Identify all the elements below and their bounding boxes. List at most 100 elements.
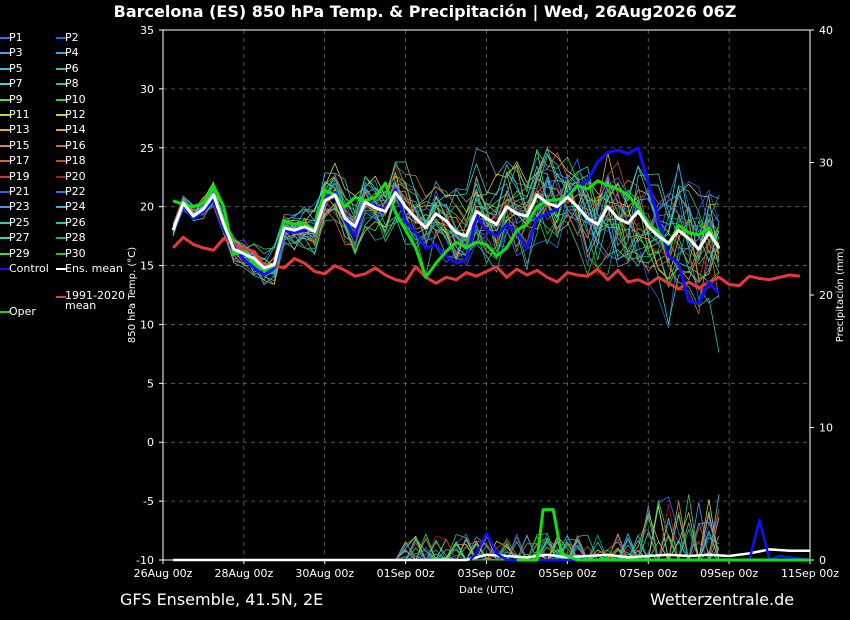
model-info-text: GFS Ensemble, 41.5N, 2E <box>120 590 324 609</box>
x-tick-label: 05Sep 00z <box>538 567 596 580</box>
ensemble-mean-series <box>171 191 721 270</box>
x-axis-label: Date (UTC) <box>459 585 514 596</box>
y-tick-label: -5 <box>143 495 154 508</box>
legend-label: 1991-2020 mean <box>65 288 125 312</box>
y-tick-label: 20 <box>140 201 154 214</box>
legend-label: P3 <box>9 46 23 60</box>
legend-label: P12 <box>65 108 86 121</box>
legend-swatch <box>0 191 10 193</box>
legend-swatch <box>56 191 66 193</box>
legend-label: P6 <box>65 61 79 75</box>
legend-label: P21 <box>9 185 30 198</box>
member-precip-p13 <box>173 512 720 561</box>
member-precip-p7 <box>173 511 720 561</box>
x-tick-label: 09Sep 00z <box>700 567 758 580</box>
legend-label: P20 <box>65 169 86 183</box>
oper-series <box>172 179 721 279</box>
legend-swatch <box>0 268 10 270</box>
legend-label: P19 <box>9 169 30 183</box>
x-tick-label: 01Sep 00z <box>377 567 435 580</box>
legend-swatch <box>56 221 66 224</box>
legend-swatch <box>0 311 10 314</box>
legend-label: P4 <box>65 46 79 60</box>
y-tick-label: 10 <box>140 318 154 331</box>
precip-oper-series <box>516 508 810 562</box>
legend-swatch <box>56 206 66 209</box>
y-tick-label: -10 <box>136 554 154 567</box>
legend-label: P13 <box>9 123 30 137</box>
member-series-p8 <box>172 181 720 264</box>
legend-swatch <box>0 175 10 178</box>
legend-swatch <box>0 160 10 163</box>
legend-swatch <box>56 114 66 116</box>
legend-swatch <box>56 83 66 86</box>
y2-tick-label: 0 <box>819 554 826 567</box>
legend-label: P22 <box>65 185 86 198</box>
y2-tick-label: 10 <box>819 422 833 435</box>
x-tick-label: 30Aug 00z <box>295 567 354 580</box>
y2-tick-label: 30 <box>819 157 833 170</box>
legend-swatch <box>0 67 10 70</box>
member-series-p27 <box>172 152 720 325</box>
legend-label: P5 <box>9 61 23 75</box>
legend-label: P9 <box>9 92 23 106</box>
x-tick-label: 28Aug 00z <box>215 567 274 580</box>
y-tick-label: 0 <box>147 436 154 449</box>
legend-swatch <box>56 268 66 270</box>
legend-label: P14 <box>65 123 86 137</box>
y2-tick-label: 40 <box>819 24 833 37</box>
legend-label: Oper <box>9 305 36 319</box>
precip-mean-series <box>173 548 810 562</box>
y-tick-label: 5 <box>147 377 154 390</box>
legend-label: P17 <box>9 154 30 168</box>
legend-swatch <box>56 52 66 55</box>
legend-label: P23 <box>9 200 30 214</box>
x-tick-label: 26Aug 00z <box>134 567 193 580</box>
legend-swatch <box>56 129 66 132</box>
legend-label: Control <box>9 262 49 275</box>
legend-swatch <box>0 98 10 101</box>
legend-swatch <box>0 144 10 147</box>
legend-swatch <box>56 252 66 255</box>
legend-swatch <box>0 206 10 209</box>
member-series-p28 <box>172 193 720 284</box>
legend-label: P8 <box>65 77 79 91</box>
legend-swatch <box>56 98 66 101</box>
legend-label: P1 <box>9 31 23 44</box>
legend-label: P24 <box>65 200 86 214</box>
climate-mean-series <box>172 235 801 291</box>
legend-label: P30 <box>65 246 86 260</box>
x-tick-label: 03Sep 00z <box>458 567 516 580</box>
legend-swatch <box>56 67 66 70</box>
y-axis-label: 850 hPa Temp. (°C) <box>127 247 138 343</box>
y-tick-label: 25 <box>140 142 154 155</box>
legend-swatch <box>0 37 10 39</box>
y2-axis-label: Precipitación (mm) <box>834 248 846 343</box>
legend-label: P10 <box>65 92 86 106</box>
legend-label: P28 <box>65 231 86 245</box>
member-series-p14 <box>172 172 720 285</box>
legend-swatch <box>0 252 10 255</box>
legend-swatch <box>56 175 66 178</box>
member-series-p26 <box>172 148 720 285</box>
legend-swatch <box>0 114 10 116</box>
legend-label: P7 <box>9 77 23 91</box>
member-series-p3 <box>172 148 720 275</box>
legend-swatch <box>56 160 66 163</box>
legend-swatch <box>56 295 66 298</box>
y-tick-label: 35 <box>140 24 154 37</box>
y2-tick-label: 20 <box>819 289 833 302</box>
legend-label: P26 <box>65 215 86 229</box>
legend-label: P2 <box>65 31 79 44</box>
legend-swatch <box>0 237 10 240</box>
legend-label: P15 <box>9 138 30 152</box>
member-precip-p1 <box>173 496 720 561</box>
y-tick-label: 30 <box>140 83 154 96</box>
member-precip-p15 <box>173 500 720 561</box>
member-precip-p28 <box>173 511 719 561</box>
legend-label: P11 <box>9 108 30 121</box>
y-tick-label: 15 <box>140 260 154 273</box>
legend-swatch <box>0 83 10 86</box>
x-tick-label: 11Sep 00z <box>781 567 839 580</box>
